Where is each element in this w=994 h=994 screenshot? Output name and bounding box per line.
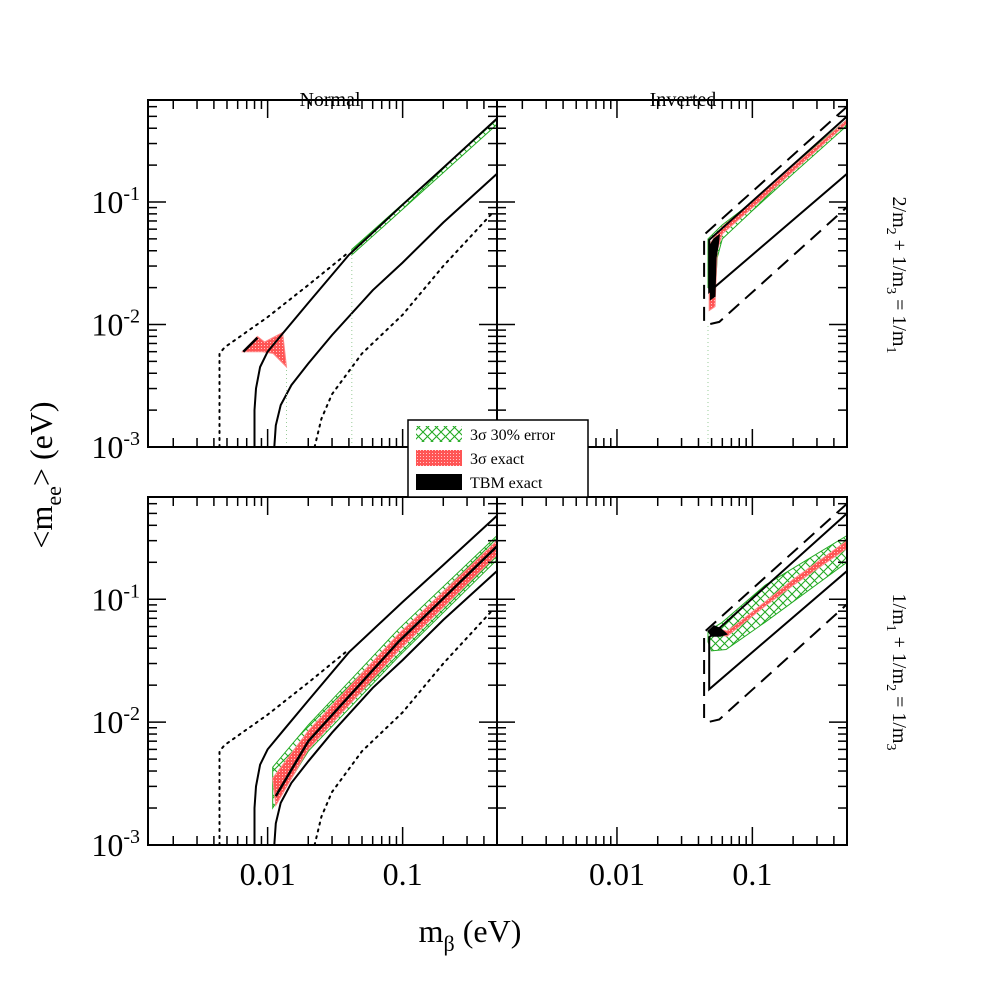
y-axis-label: <mee> (eV) xyxy=(23,401,66,548)
region-3sigma-30pct xyxy=(351,119,497,257)
x-tick-label: 0.1 xyxy=(732,856,772,892)
bound-line-dotted xyxy=(218,251,350,447)
bound-line-solid xyxy=(253,514,497,845)
row-title-part: 2/m xyxy=(888,197,910,229)
panel-plot-area xyxy=(703,105,847,447)
panel-frame xyxy=(496,99,848,448)
x-tick-label: 0.01 xyxy=(589,856,645,892)
y-tick-label: 10-1 xyxy=(91,580,140,617)
row-title-part: = 1/m xyxy=(888,294,910,347)
row-title-part: 2 xyxy=(883,228,898,235)
row-title-bottom: 1/m1 + 1/m2 = 1/m3 xyxy=(883,594,910,751)
region-3sigma-exact xyxy=(272,540,497,807)
panel-r1-c0: 0.01 0.1 10-1 10-2 10-3 xyxy=(91,496,498,892)
legend-swatch-black xyxy=(416,474,462,490)
panel-plot-area xyxy=(218,514,497,845)
y-tick-label: 10-2 xyxy=(91,703,140,740)
row-title-part: = 1/m xyxy=(888,691,910,744)
row-title-part: + 1/m xyxy=(888,235,910,288)
panel-r0-c1 xyxy=(496,99,848,448)
panel-r0-c0: 10-1 10-2 10-3 xyxy=(91,99,498,465)
row-title-top: 2/m2 + 1/m3 = 1/m1 xyxy=(883,197,910,354)
bound-line-solid xyxy=(708,115,847,294)
x-tick-label: 0.01 xyxy=(240,856,296,892)
y-tick-label: 10-1 xyxy=(91,183,140,220)
column-title-inverted: Inverted xyxy=(650,89,717,111)
region-tbm-exact xyxy=(709,233,720,301)
row-title-part: 1/m xyxy=(888,594,910,626)
panel-frame xyxy=(496,496,848,846)
legend-label-30pct: 3σ 30% error xyxy=(470,427,556,444)
panel-r1-c1: 0.01 0.1 xyxy=(496,496,848,892)
region-3sigma-exact xyxy=(708,119,847,312)
bound-line-solid xyxy=(273,173,497,447)
tbm-exact-curve xyxy=(242,336,259,353)
x-axis-label: mβ (eV) xyxy=(419,913,522,956)
legend-swatch-green xyxy=(416,426,462,442)
legend: 3σ 30% error 3σ exact TBM exact xyxy=(407,419,589,498)
bound-line-solid xyxy=(253,117,497,447)
y-tick-label: 10-2 xyxy=(91,305,140,342)
panel-plot-area xyxy=(218,117,497,447)
bound-line-solid xyxy=(708,512,847,692)
row-title-part: 1 xyxy=(883,346,898,353)
row-title-part: 3 xyxy=(883,287,898,294)
bound-line-solid xyxy=(273,570,497,845)
panel-plot-area xyxy=(703,502,847,724)
column-title-normal: Normal xyxy=(299,89,361,111)
row-title-part: 3 xyxy=(883,743,898,750)
row-title-part: 2 xyxy=(883,684,898,691)
y-tick-label: 10-3 xyxy=(91,826,140,863)
bound-line-dashed xyxy=(703,105,847,326)
row-title-part: 1 xyxy=(883,625,898,632)
panels: 10-1 10-2 10-3 0.01 0.1 10-1 10-2 10-3 0.01 0.1 xyxy=(91,99,848,892)
region-3sigma-30pct xyxy=(707,119,847,295)
legend-label-exact: 3σ exact xyxy=(470,451,525,468)
region-3sigma-exact xyxy=(716,540,847,637)
x-tick-label: 0.1 xyxy=(383,856,423,892)
row-title-part: + 1/m xyxy=(888,632,910,685)
legend-label-tbm: TBM exact xyxy=(470,475,543,492)
y-tick-label: 10-3 xyxy=(91,428,140,465)
legend-swatch-red xyxy=(416,450,462,466)
bound-line-dashed xyxy=(703,502,847,724)
tbm-exact-curve xyxy=(274,545,497,797)
bound-line-dotted xyxy=(313,210,495,447)
bound-line-dotted xyxy=(313,608,495,845)
bound-line-dotted xyxy=(218,648,350,845)
